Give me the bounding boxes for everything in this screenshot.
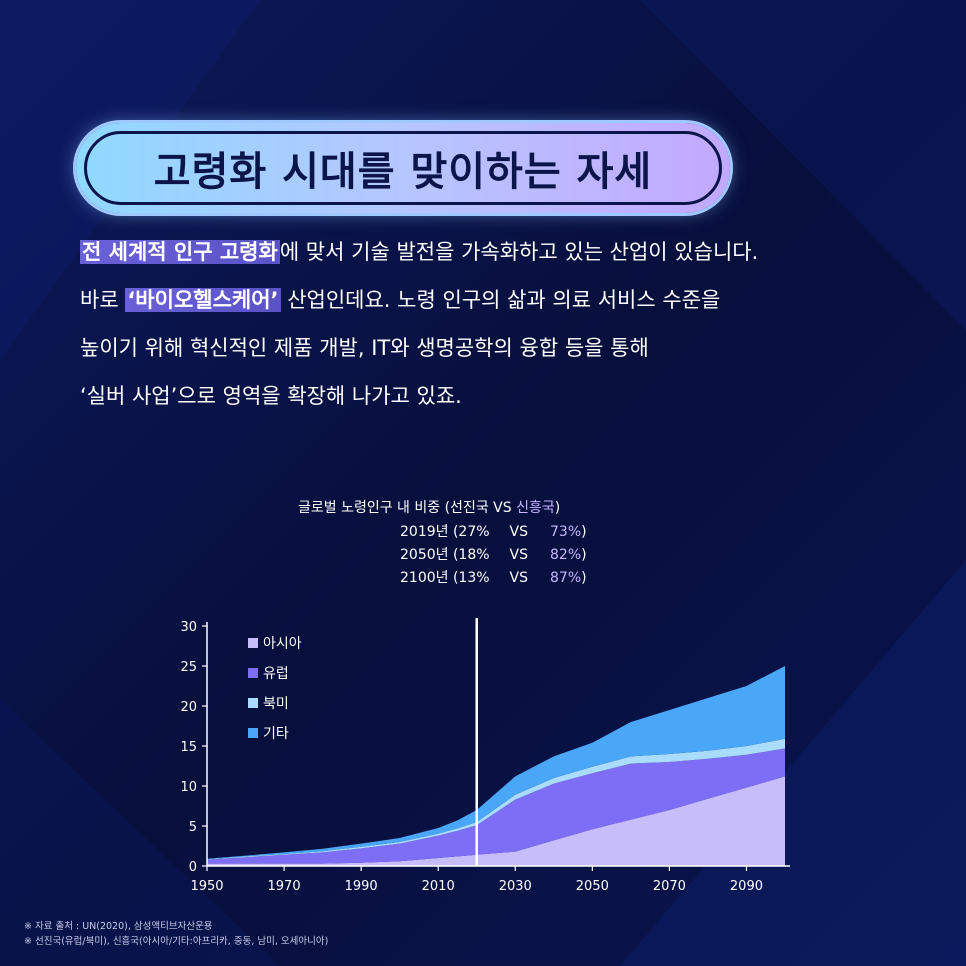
y-tick-label: 0: [189, 860, 197, 875]
y-tick-label: 5: [189, 820, 197, 835]
legend-swatch-other: [248, 728, 258, 738]
stats-row: 2050년 (18% VS 82%): [400, 544, 587, 564]
stats-row-year: 2019년 (27%: [400, 524, 490, 540]
stats-row-year: 2050년 (18%: [400, 547, 490, 563]
stats-row-vs: VS: [509, 524, 529, 540]
stats-row-close: ): [581, 570, 587, 586]
x-tick-label: 2090: [730, 879, 763, 894]
x-tick-label: 1970: [268, 879, 301, 894]
intro-line-2: 바로 ‘바이오헬스케어’ 산업인데요. 노령 인구의 삶과 의료 서비스 수준을: [80, 288, 940, 336]
x-tick-label: 2010: [422, 879, 455, 894]
stats-heading-post: ): [554, 500, 561, 516]
legend-swatch-europe: [248, 668, 258, 678]
stats-heading: 글로벌 노령인구 내 비중 (선진국 VS 신흥국): [298, 497, 560, 517]
y-tick-label: 15: [180, 740, 197, 755]
stats-row: 2019년 (27% VS 73%): [400, 521, 587, 541]
intro-line-3: 높이기 위해 혁신적인 제품 개발, IT와 생명공학의 융합 등을 통해: [80, 336, 649, 360]
intro-line-2-rest: 산업인데요. 노령 인구의 삶과 의료 서비스 수준을: [280, 288, 721, 312]
intro-line-1: 전 세계적 인구 고령화에 맞서 기술 발전을 가속화하고 있는 산업이 있습니…: [80, 240, 940, 288]
intro-line-1-rest: 에 맞서 기술 발전을 가속화하고 있는 산업이 있습니다.: [279, 240, 759, 264]
legend-label-asia: 아시아: [263, 636, 302, 652]
stats-row-close: ): [581, 524, 587, 540]
stats-row-vs: VS: [509, 570, 529, 586]
stats-row-year: 2100년 (13%: [400, 570, 490, 586]
stats-row-emerging: 82%: [550, 547, 582, 563]
footnote-source: ※ 자료 출처 : UN(2020), 삼성액티브자산운용: [24, 921, 213, 932]
title-banner: 고령화 시대를 맞이하는 자세: [76, 123, 730, 213]
stats-heading-pre: 글로벌 노령인구 내 비중 (선진국 VS: [298, 500, 517, 516]
stats-row-emerging: 73%: [550, 524, 582, 540]
x-tick-label: 1990: [345, 879, 378, 894]
stats-row-vs: VS: [509, 547, 529, 563]
area-series-europe: [207, 748, 785, 864]
x-tick-label: 2070: [653, 879, 686, 894]
y-tick-label: 10: [180, 780, 197, 795]
stats-row-emerging: 87%: [550, 570, 582, 586]
y-tick-label: 20: [180, 700, 197, 715]
legend-label-other: 기타: [263, 726, 289, 742]
legend-swatch-north_america: [248, 698, 258, 708]
highlight-global-aging: 전 세계적 인구 고령화: [80, 240, 280, 264]
area-series-north_america: [207, 738, 785, 860]
intro-line-4: ‘실버 사업’으로 영역을 확장해 나가고 있죠.: [80, 384, 462, 408]
footnote-note: ※ 선진국(유럽/북미), 신흥국(아시아/기타:아프리카, 중동, 남미, 오…: [24, 936, 329, 947]
y-tick-label: 30: [180, 620, 197, 635]
y-tick-label: 25: [180, 660, 197, 675]
x-tick-label: 1950: [190, 879, 223, 894]
stats-heading-emphasis: 신흥국: [516, 500, 555, 516]
legend-swatch-asia: [248, 638, 258, 648]
highlight-biohealthcare: ‘바이오헬스케어’: [125, 288, 281, 312]
x-tick-label: 2030: [499, 879, 532, 894]
area-series-asia: [207, 776, 785, 866]
page-title: 고령화 시대를 맞이하는 자세: [153, 149, 653, 195]
intro-line-2-pre: 바로: [80, 288, 126, 312]
x-tick-label: 2050: [576, 879, 609, 894]
legend-label-north_america: 북미: [263, 696, 289, 712]
intro-paragraph: 전 세계적 인구 고령화에 맞서 기술 발전을 가속화하고 있는 산업이 있습니…: [80, 240, 940, 432]
stats-row-close: ): [581, 547, 587, 563]
stats-row: 2100년 (13% VS 87%): [400, 567, 587, 587]
legend-label-europe: 유럽: [263, 666, 289, 682]
